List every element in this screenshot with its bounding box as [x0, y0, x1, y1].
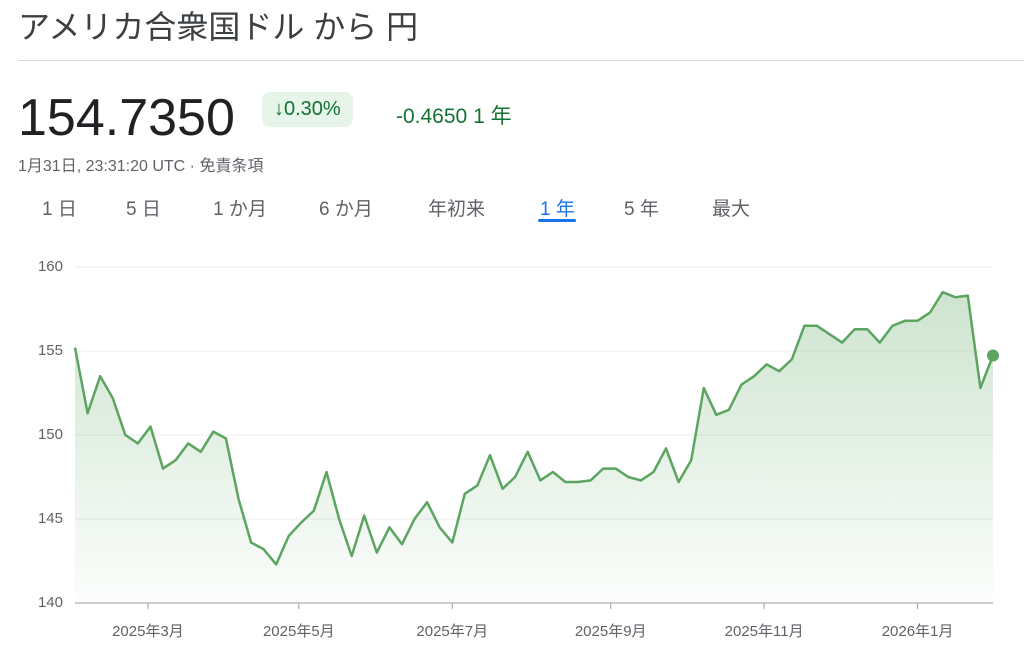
price: 154.7350	[18, 89, 235, 147]
last-point	[987, 349, 999, 362]
tab[interactable]: 5 日	[126, 199, 161, 220]
timestamp: 1月31日, 23:31:20 UTC	[18, 158, 186, 175]
y-tick-label: 145	[38, 510, 63, 527]
y-tick-label: 150	[38, 426, 63, 443]
tab[interactable]: 1 日	[42, 199, 77, 220]
y-tick-label: 155	[38, 342, 63, 359]
tab[interactable]: 5 年	[624, 199, 659, 220]
x-tick-label: 2025年7月	[416, 623, 488, 640]
x-tick-label: 2025年3月	[112, 623, 184, 640]
change: -0.4650 1 年	[396, 100, 512, 130]
disclaimer-link[interactable]: 免責条項	[199, 158, 264, 175]
title: アメリカ合衆国ドル から 円	[18, 9, 419, 45]
x-tick-label: 2025年11月	[725, 623, 804, 640]
x-tick-label: 2025年9月	[575, 623, 647, 640]
x-tick-label: 2026年1月	[882, 623, 954, 640]
change-period: 1 年	[473, 105, 512, 128]
tab[interactable]: 最大	[712, 199, 751, 220]
separator: ·	[189, 158, 195, 175]
change-badge: ↓0.30%	[262, 92, 353, 127]
tab[interactable]: 年初来	[428, 199, 486, 220]
y-tick-label: 160	[38, 258, 63, 275]
line	[73, 290, 995, 566]
tab[interactable]: 1 か月	[213, 199, 267, 220]
y-tick-label: 140	[38, 594, 63, 611]
tab[interactable]: 1 年	[540, 199, 575, 220]
x-tick-label: 2025年5月	[263, 623, 335, 640]
change-value: -0.4650	[396, 105, 468, 128]
area	[75, 292, 993, 603]
tab[interactable]: 6 か月	[319, 199, 373, 220]
meta: 1月31日, 23:31:20 UTC · 免責条項	[18, 152, 263, 176]
tab-underline	[538, 219, 576, 222]
divider	[18, 60, 1024, 61]
